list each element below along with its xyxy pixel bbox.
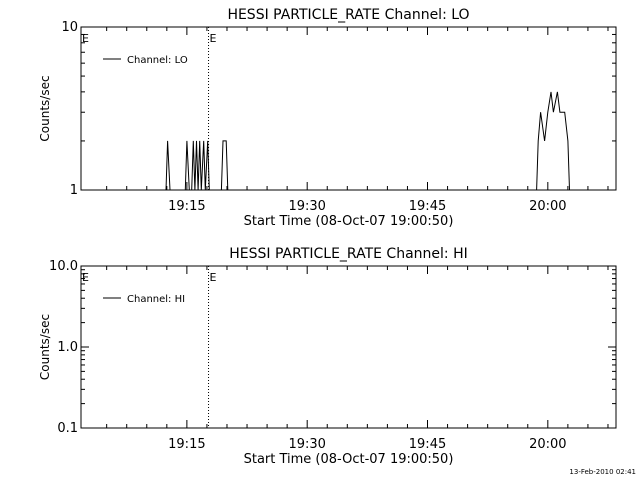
x-axis-label: Start Time (08-Oct-07 19:00:50): [244, 452, 454, 467]
plot-frame: [80, 26, 617, 191]
x-tick-label: 20:00: [529, 437, 566, 452]
y-tick-label: 1: [70, 183, 78, 198]
x-tick-label: 19:15: [168, 199, 205, 214]
hi-channel-panel: HESSI PARTICLE_RATE Channel: HI Start Tim…: [38, 246, 617, 467]
chart-title: HESSI PARTICLE_RATE Channel: HI: [229, 246, 467, 262]
footer-timestamp: 13-Feb-2010 02:41: [569, 468, 636, 476]
plot-frame: [80, 265, 617, 429]
y-tick-label: 10: [61, 20, 78, 35]
y-axis-label: Counts/sec: [38, 314, 52, 380]
event-marker-label: E: [82, 32, 89, 45]
y-tick-label: 0.1: [57, 421, 78, 436]
chart-title: HESSI PARTICLE_RATE Channel: LO: [227, 7, 469, 23]
event-marker-label: E: [210, 271, 217, 284]
x-tick-label: 19:30: [288, 199, 325, 214]
x-tick-label: 19:30: [288, 437, 325, 452]
y-tick-label: 10.0: [49, 259, 78, 274]
y-axis-label: Counts/sec: [38, 75, 52, 141]
series-line-0: [165, 91, 570, 191]
x-tick-label: 20:00: [529, 199, 566, 214]
x-tick-label: 19:45: [409, 199, 446, 214]
event-marker-label: E: [82, 271, 89, 284]
legend-entry: Channel: HI: [127, 294, 185, 305]
event-marker-label: E: [210, 32, 217, 45]
y-tick-label: 1.0: [57, 340, 78, 355]
lo-channel-panel: HESSI PARTICLE_RATE Channel: LO Start Tim…: [38, 7, 617, 229]
legend-entry: Channel: LO: [127, 55, 188, 66]
x-axis-label: Start Time (08-Oct-07 19:00:50): [244, 214, 454, 229]
x-tick-label: 19:45: [409, 437, 446, 452]
x-tick-label: 19:15: [168, 437, 205, 452]
